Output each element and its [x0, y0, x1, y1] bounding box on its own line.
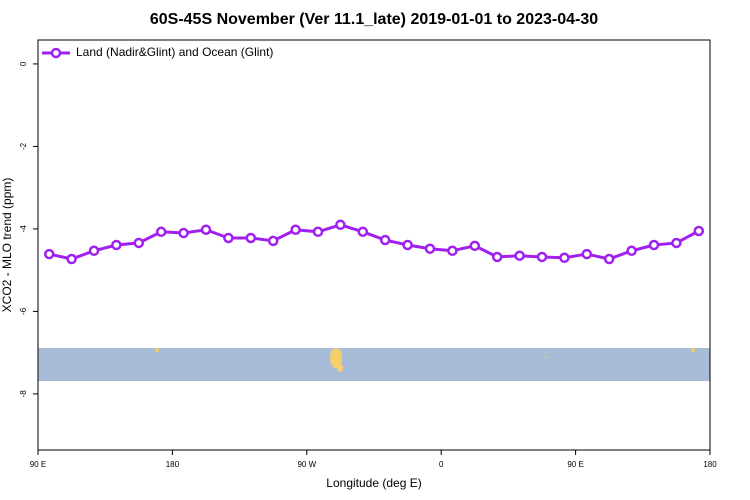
- point: [290, 224, 301, 235]
- x-tick-label: 180: [703, 460, 717, 469]
- y-tick-label: 0: [19, 61, 28, 66]
- point: [133, 237, 145, 249]
- x-tick-label: 90 E: [30, 460, 46, 469]
- x-axis-label: Longitude (deg E): [326, 476, 421, 490]
- map-ocean: [38, 348, 710, 381]
- point: [43, 248, 55, 260]
- point: [447, 245, 458, 257]
- point: [267, 235, 279, 247]
- point: [335, 219, 346, 231]
- x-tick-label: 180: [166, 460, 180, 469]
- point: [581, 248, 593, 260]
- y-axis-label: XCO2 - MLO trend (ppm): [0, 178, 14, 313]
- point: [536, 251, 548, 263]
- point: [559, 252, 570, 264]
- chart-title: 60S-45S November (Ver 11.1_late) 2019-01…: [150, 11, 598, 28]
- series-line: [48, 223, 700, 261]
- point: [223, 232, 234, 244]
- point: [88, 245, 100, 257]
- point: [178, 227, 189, 239]
- point: [648, 239, 660, 251]
- point: [603, 253, 615, 265]
- legend-label: Land (Nadir&Glint) and Ocean (Glint): [76, 45, 273, 59]
- point: [491, 251, 503, 263]
- map-land: [155, 348, 695, 372]
- point: [66, 253, 77, 265]
- x-tick-label: 90 W: [297, 460, 316, 469]
- y-tick-label: -6: [19, 307, 28, 315]
- point: [312, 226, 324, 238]
- point: [693, 225, 705, 237]
- point: [379, 234, 391, 246]
- x-tick-label: 90 E: [567, 460, 583, 469]
- point: [402, 239, 413, 251]
- legend-marker: [50, 47, 62, 59]
- y-tick-label: -4: [19, 225, 28, 233]
- point: [357, 226, 369, 238]
- point: [155, 226, 167, 238]
- x-tick-label: 0: [439, 460, 444, 469]
- y-tick-label: -8: [19, 390, 28, 398]
- point: [671, 237, 682, 249]
- y-tick-label: -2: [19, 142, 28, 150]
- point: [200, 224, 212, 235]
- point: [514, 250, 525, 261]
- point: [424, 243, 436, 254]
- point: [626, 245, 637, 257]
- point: [111, 239, 122, 251]
- point: [469, 240, 481, 252]
- plot-frame: [37, 39, 711, 451]
- point: [245, 232, 257, 244]
